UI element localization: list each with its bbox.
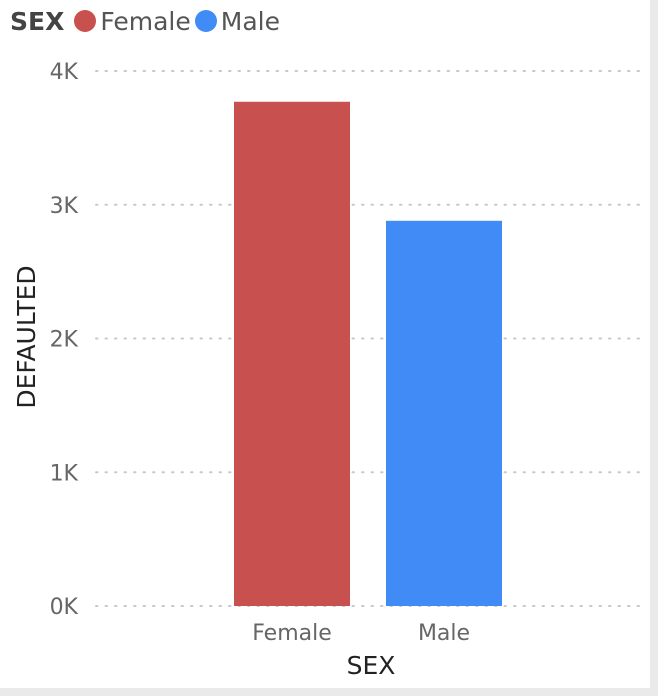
y-tick-label: 3K	[50, 194, 79, 219]
x-axis-title: SEX	[347, 651, 396, 680]
legend: SEX Female Male	[10, 4, 284, 38]
x-tick-label-male: Male	[418, 621, 470, 646]
frame-border-bottom	[0, 688, 658, 696]
legend-title: SEX	[10, 6, 65, 36]
bar-male[interactable]	[386, 220, 502, 607]
legend-label-female: Female	[100, 6, 191, 36]
bar-chart: 0K 1K 2K 3K 4K Female Male DEFAULTED SEX	[12, 60, 641, 680]
x-axis-ticks: Female Male	[252, 621, 470, 646]
legend-item-male[interactable]: Male	[194, 6, 280, 36]
gridlines	[95, 70, 641, 607]
y-tick-label: 0K	[50, 595, 79, 620]
x-tick-label-female: Female	[252, 621, 332, 646]
y-tick-label: 1K	[50, 461, 79, 486]
bar-female[interactable]	[234, 101, 350, 606]
bars	[234, 101, 502, 607]
legend-label-male: Male	[220, 6, 280, 36]
legend-marker-male	[194, 10, 217, 32]
y-tick-label: 2K	[50, 328, 79, 353]
y-axis-title: DEFAULTED	[12, 265, 41, 408]
legend-marker-female	[74, 10, 97, 32]
frame-border-right	[650, 0, 658, 696]
legend-item-female[interactable]: Female	[74, 6, 191, 36]
y-tick-label: 4K	[50, 60, 79, 85]
y-axis-ticks: 0K 1K 2K 3K 4K	[50, 60, 79, 620]
